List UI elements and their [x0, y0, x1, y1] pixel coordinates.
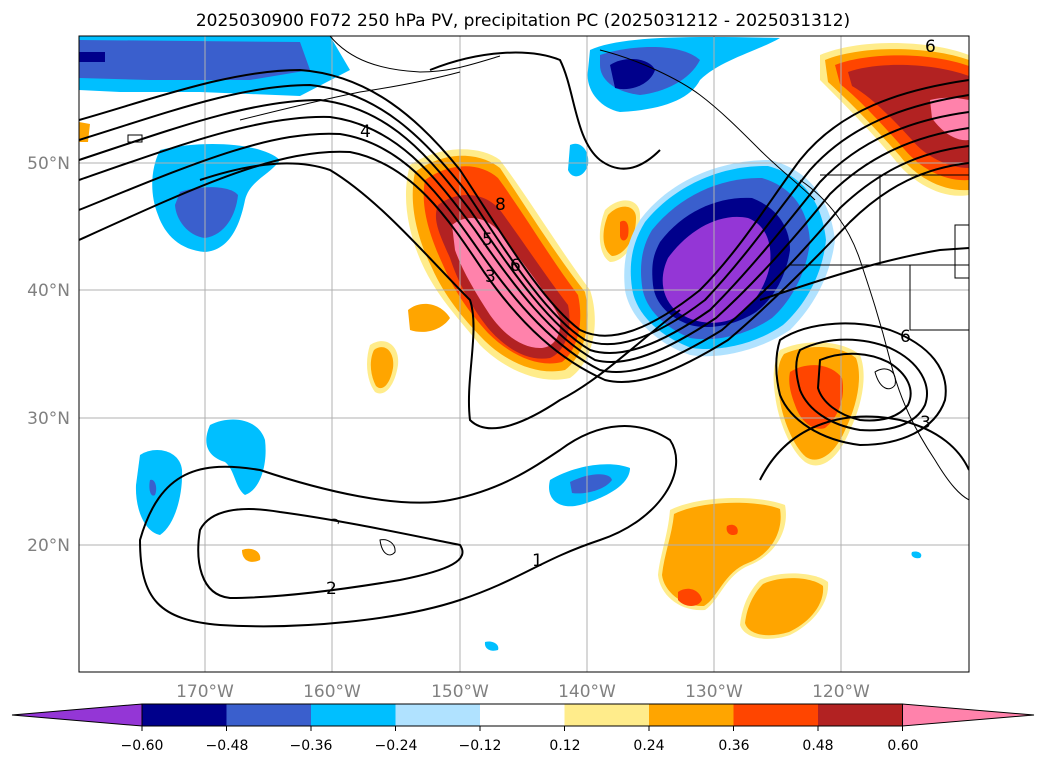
colorbar-segment: [142, 704, 227, 726]
lat-label: 20°N: [27, 536, 70, 556]
colorbar-tick-label: 0.12: [549, 738, 580, 754]
lon-label: 170°W: [176, 682, 234, 702]
colorbar-segment: [395, 704, 480, 726]
map-frame: [78, 35, 970, 673]
pv-contours: [79, 51, 969, 628]
colorbar-segment: [818, 704, 903, 726]
lon-label: 140°W: [558, 682, 616, 702]
contour-label: 3: [920, 413, 931, 433]
colorbar-segment: [649, 704, 734, 726]
colorbar-border: [141, 703, 903, 727]
contour-label: 6: [925, 37, 936, 57]
colorbar-tick-label: −0.12: [459, 738, 502, 754]
contour-label: 2: [326, 579, 337, 599]
colorbar-extend-low: [11, 703, 143, 727]
colorbar-segment: [480, 704, 565, 726]
lon-label: 130°W: [685, 682, 743, 702]
colorbar-tick-label: 0.48: [802, 738, 833, 754]
colorbar-segment: [226, 704, 311, 726]
contour-labels: 4 8 5 6 3 2 1 6 6 3: [326, 37, 936, 599]
colorbar-tick-label: 0.36: [718, 738, 749, 754]
contour-label: 5: [482, 230, 493, 250]
colorbar-extend-high: [902, 703, 1035, 727]
colorbar-segment: [733, 704, 818, 726]
colorbar-tick-label: −0.60: [121, 738, 164, 754]
contour-label: 4: [360, 122, 371, 142]
colorbar-ticks: −0.60 −0.48 −0.36 −0.24 −0.12 0.12 0.24 …: [121, 738, 919, 754]
colorbar: [11, 703, 1035, 731]
contour-label: 6: [900, 327, 911, 347]
lon-label: 150°W: [431, 682, 489, 702]
colorbar-segment: [311, 704, 396, 726]
colorbar-tick-label: 0.24: [633, 738, 664, 754]
map-title: 2025030900 F072 250 hPa PV, precipitatio…: [196, 11, 850, 31]
contour-label: 6: [510, 256, 521, 276]
latitude-labels: 50°N 40°N 30°N 20°N: [27, 154, 70, 556]
colorbar-tick-label: −0.48: [206, 738, 249, 754]
colorbar-tick-label: −0.36: [290, 738, 333, 754]
contour-label: 3: [485, 267, 496, 287]
contour-label: 8: [495, 195, 506, 215]
lat-label: 30°N: [27, 409, 70, 429]
colorbar-segment: [564, 704, 649, 726]
colorbar-tick-label: 0.60: [887, 738, 918, 754]
contour-label: 1: [532, 551, 543, 571]
lon-label: 160°W: [303, 682, 361, 702]
colorbar-tick-label: −0.24: [375, 738, 418, 754]
longitude-labels: 170°W 160°W 150°W 140°W 130°W 120°W: [176, 682, 870, 702]
lat-label: 50°N: [27, 154, 70, 174]
coastlines: [127, 36, 969, 556]
lat-label: 40°N: [27, 281, 70, 301]
lon-label: 120°W: [812, 682, 870, 702]
